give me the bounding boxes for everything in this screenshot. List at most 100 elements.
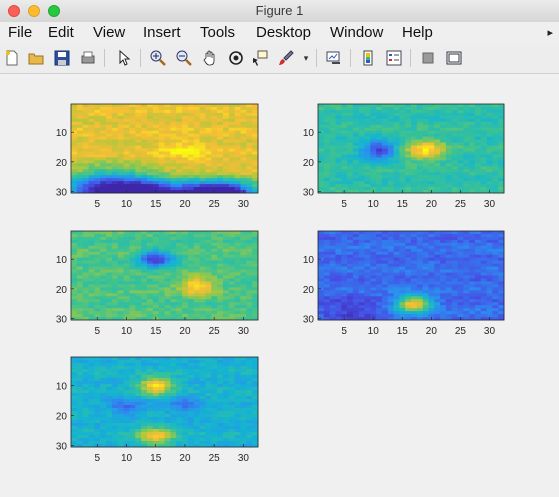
heatmap-cell	[416, 266, 424, 270]
heatmap-cell	[94, 136, 101, 140]
heatmap-cell	[111, 435, 119, 439]
brush-icon[interactable]	[278, 50, 294, 66]
heatmap-cell	[341, 175, 348, 179]
save-icon[interactable]	[54, 50, 70, 66]
hide-plot-tools-icon[interactable]	[420, 50, 436, 66]
heatmap-cell	[228, 104, 236, 108]
heatmap-cell	[205, 426, 212, 430]
new-figure-icon[interactable]	[4, 50, 20, 66]
heatmap-cell	[387, 281, 394, 285]
heatmap-cell	[381, 109, 389, 114]
heatmap-cell	[199, 181, 206, 185]
open-file-icon[interactable]	[28, 50, 44, 66]
menu-edit[interactable]: Edit	[48, 24, 74, 41]
maximize-window-button[interactable]	[48, 5, 60, 17]
heatmap-cell	[492, 302, 499, 306]
heatmap-cell	[76, 184, 84, 188]
menu-overflow-arrow-icon[interactable]: ▸	[547, 27, 553, 39]
menu-window[interactable]: Window	[330, 24, 384, 41]
heatmap-cell	[111, 187, 119, 191]
heatmap-cell	[129, 411, 136, 415]
heatmap-cell	[370, 296, 377, 300]
heatmap-cell	[469, 231, 476, 235]
legend-icon[interactable]	[386, 50, 402, 66]
menu-file[interactable]: File	[8, 24, 33, 41]
menu-tools[interactable]: Tools	[200, 24, 236, 41]
print-icon[interactable]	[80, 50, 96, 66]
minimize-window-button[interactable]	[28, 5, 40, 17]
heatmap-cell	[486, 172, 493, 176]
heatmap-cell	[387, 305, 394, 309]
heatmap-cell	[135, 181, 142, 185]
menu-help[interactable]: Help	[402, 24, 433, 41]
heatmap-cell	[474, 104, 482, 108]
heatmap-cell	[387, 231, 394, 235]
menu-view[interactable]: View	[93, 24, 126, 41]
pointer-icon[interactable]	[116, 49, 132, 66]
heatmap-cell	[117, 231, 124, 235]
heatmap-cell	[117, 251, 124, 256]
heatmap-cell	[76, 109, 84, 114]
heatmap-cell	[176, 278, 183, 282]
heatmap-cell	[199, 390, 206, 394]
heatmap-cell	[211, 290, 218, 294]
menu-desktop[interactable]: Desktop	[256, 24, 312, 41]
heatmap-cell	[193, 245, 200, 250]
heatmap-cell	[463, 172, 470, 176]
heatmap-cell	[71, 305, 78, 309]
heatmap-cell	[246, 236, 253, 241]
heatmap-cell	[152, 124, 160, 129]
close-window-button[interactable]	[8, 5, 20, 17]
heatmap-cell	[88, 275, 95, 279]
heatmap-cell	[480, 233, 487, 238]
link-plot-icon[interactable]	[326, 50, 342, 66]
heatmap-cell	[199, 251, 206, 256]
heatmap-cell	[164, 154, 171, 158]
heatmap-cell	[123, 245, 130, 250]
heatmap-cell	[498, 254, 505, 259]
heatmap-cell	[341, 154, 348, 158]
data-cursor-icon[interactable]	[252, 50, 268, 66]
heatmap-cell	[76, 387, 84, 391]
heatmap-cell	[451, 151, 458, 155]
heatmap-cell	[240, 127, 247, 132]
menu-insert[interactable]: Insert	[143, 24, 181, 41]
heatmap-cell	[352, 263, 360, 267]
rotate-3d-icon[interactable]	[228, 50, 244, 66]
colorbar-icon[interactable]	[360, 50, 376, 66]
heatmap-cell	[176, 169, 183, 173]
heatmap-cell	[146, 426, 154, 430]
heatmap-cell	[347, 154, 354, 158]
zoom-in-icon[interactable]	[150, 50, 166, 66]
heatmap-cell	[71, 420, 78, 424]
heatmap-cell	[469, 254, 476, 259]
heatmap-cell	[182, 130, 189, 135]
heatmap-cell	[399, 278, 406, 282]
heatmap-cell	[193, 121, 200, 126]
show-plot-tools-icon[interactable]	[446, 50, 462, 66]
zoom-out-icon[interactable]	[176, 50, 192, 66]
dropdown-arrow-icon[interactable]: ▾	[303, 53, 309, 63]
heatmap-cell	[416, 293, 424, 297]
heatmap-cell	[170, 317, 177, 321]
heatmap-cell	[492, 106, 499, 111]
heatmap-cell	[381, 181, 389, 185]
pan-icon[interactable]	[202, 50, 218, 66]
heatmap-cell	[222, 408, 230, 412]
heatmap-cell	[445, 302, 453, 306]
heatmap-cell	[193, 387, 200, 391]
heatmap-cell	[100, 190, 107, 194]
heatmap-cell	[146, 154, 154, 158]
heatmap-cell	[428, 281, 435, 285]
heatmap-cell	[141, 423, 148, 427]
figure-canvas[interactable]: 5 10 15 20 25 30 10 20 30 5 10 15 20 25 30 10 20 30 5 10 15 2…	[0, 74, 559, 492]
heatmap-cell	[164, 133, 171, 138]
heatmap-cell	[211, 127, 218, 132]
heatmap-cell	[117, 411, 124, 415]
heatmap-cell	[480, 305, 487, 309]
